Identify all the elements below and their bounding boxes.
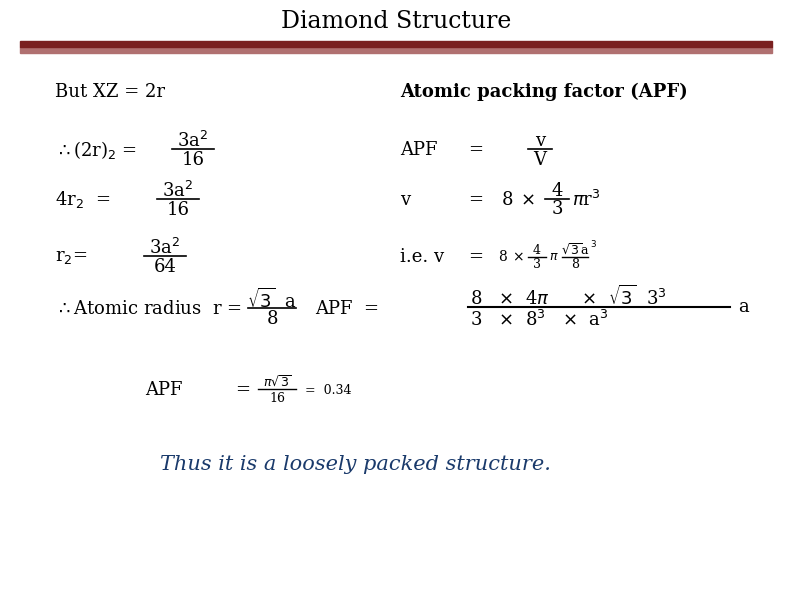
Text: $\pi$r$^3$: $\pi$r$^3$	[572, 190, 600, 210]
Text: 8: 8	[571, 258, 579, 271]
Text: $\times$: $\times$	[520, 191, 535, 209]
Text: APF: APF	[400, 141, 437, 159]
Text: Thus it is a loosely packed structure.: Thus it is a loosely packed structure.	[160, 455, 551, 474]
Text: 3a$^2$: 3a$^2$	[177, 131, 208, 151]
Text: $\therefore$Atomic radius  r =: $\therefore$Atomic radius r =	[55, 300, 242, 318]
Text: V: V	[534, 151, 546, 169]
Text: v: v	[400, 191, 410, 209]
Text: v: v	[535, 132, 545, 150]
Text: 16: 16	[166, 201, 189, 219]
Bar	[20, 47, 772, 53]
Text: $\pi$: $\pi$	[549, 250, 558, 264]
Text: 16: 16	[181, 151, 204, 169]
Text: 3   $\times$  8$^3$   $\times$  a$^3$: 3 $\times$ 8$^3$ $\times$ a$^3$	[470, 310, 609, 330]
Text: 3a$^2$: 3a$^2$	[150, 238, 181, 258]
Text: =: =	[468, 141, 483, 159]
Text: 64: 64	[154, 258, 177, 276]
Text: 3: 3	[551, 200, 563, 218]
Text: $\sqrt{3}$a: $\sqrt{3}$a	[561, 242, 589, 258]
Text: 4: 4	[551, 182, 562, 200]
Text: But XZ = 2r: But XZ = 2r	[55, 83, 165, 101]
Text: 8   $\times$  4$\pi$      $\times$  $\sqrt{3}$  3$^3$: 8 $\times$ 4$\pi$ $\times$ $\sqrt{3}$ 3$…	[470, 285, 667, 309]
Text: i.e. v: i.e. v	[400, 248, 444, 266]
Text: =: =	[468, 248, 483, 266]
Text: =: =	[235, 381, 250, 399]
Text: 8: 8	[502, 191, 513, 209]
Text: 3: 3	[533, 258, 541, 271]
Text: 3a$^2$: 3a$^2$	[162, 181, 193, 201]
Text: $\therefore$(2r)$_2$ =: $\therefore$(2r)$_2$ =	[55, 139, 137, 161]
Text: $\times$: $\times$	[512, 250, 524, 264]
Text: 8: 8	[266, 310, 278, 328]
Text: 4r$_2$  =: 4r$_2$ =	[55, 190, 110, 211]
Text: r$_2$=: r$_2$=	[55, 248, 87, 266]
Text: APF  =: APF =	[315, 300, 379, 318]
Text: Diamond Structure: Diamond Structure	[281, 10, 511, 34]
Text: 4: 4	[533, 244, 541, 256]
Text: =: =	[468, 191, 483, 209]
Text: =  0.34: = 0.34	[305, 384, 352, 397]
Text: $\sqrt{3}$  a: $\sqrt{3}$ a	[247, 288, 297, 312]
Text: a: a	[738, 298, 748, 316]
Text: APF: APF	[145, 381, 182, 399]
Text: Atomic packing factor (APF): Atomic packing factor (APF)	[400, 83, 687, 101]
Text: $^3$: $^3$	[590, 241, 597, 253]
Text: 16: 16	[269, 392, 285, 405]
Text: $\pi\sqrt{3}$: $\pi\sqrt{3}$	[263, 375, 291, 390]
Bar	[20, 41, 772, 47]
Text: 8: 8	[498, 250, 507, 264]
